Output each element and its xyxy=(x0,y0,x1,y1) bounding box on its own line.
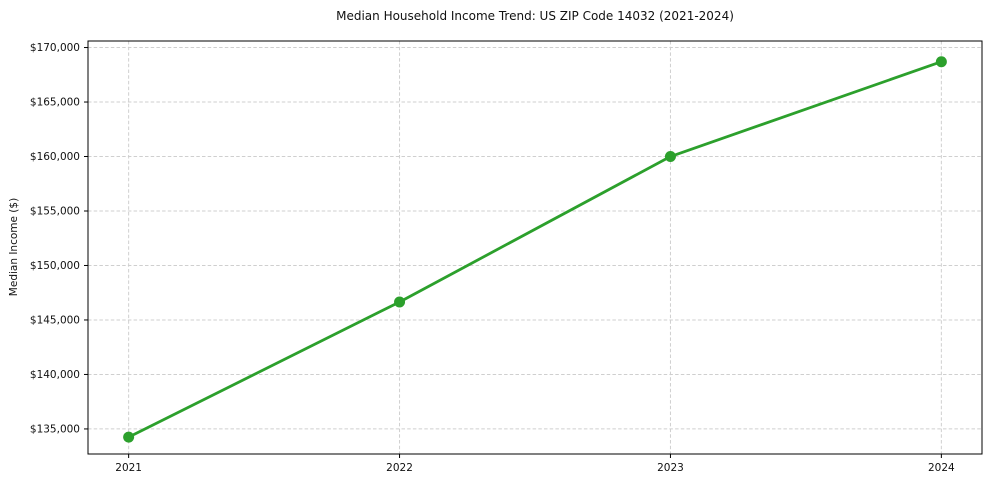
x-tick-label: 2022 xyxy=(386,462,413,474)
income-trend-line xyxy=(127,60,943,439)
y-tick-label: $145,000 xyxy=(30,314,80,326)
plot-border xyxy=(87,40,983,455)
data-point-marker xyxy=(394,296,406,308)
y-tick-label: $140,000 xyxy=(30,369,80,381)
y-tick-label: $155,000 xyxy=(30,205,80,217)
data-point-marker xyxy=(935,56,947,68)
y-tick-label: $135,000 xyxy=(30,423,80,435)
x-tick-label: 2021 xyxy=(115,462,142,474)
x-tick-label: 2023 xyxy=(657,462,684,474)
data-point-marker xyxy=(664,151,676,163)
y-tick-label: $165,000 xyxy=(30,97,80,109)
x-tick-label: 2024 xyxy=(928,462,955,474)
y-tick-label: $170,000 xyxy=(30,42,80,54)
y-tick-label: $150,000 xyxy=(30,260,80,272)
data-point-marker xyxy=(123,431,135,443)
y-tick-label: $160,000 xyxy=(30,151,80,163)
chart-title: Median Household Income Trend: US ZIP Co… xyxy=(336,9,734,23)
